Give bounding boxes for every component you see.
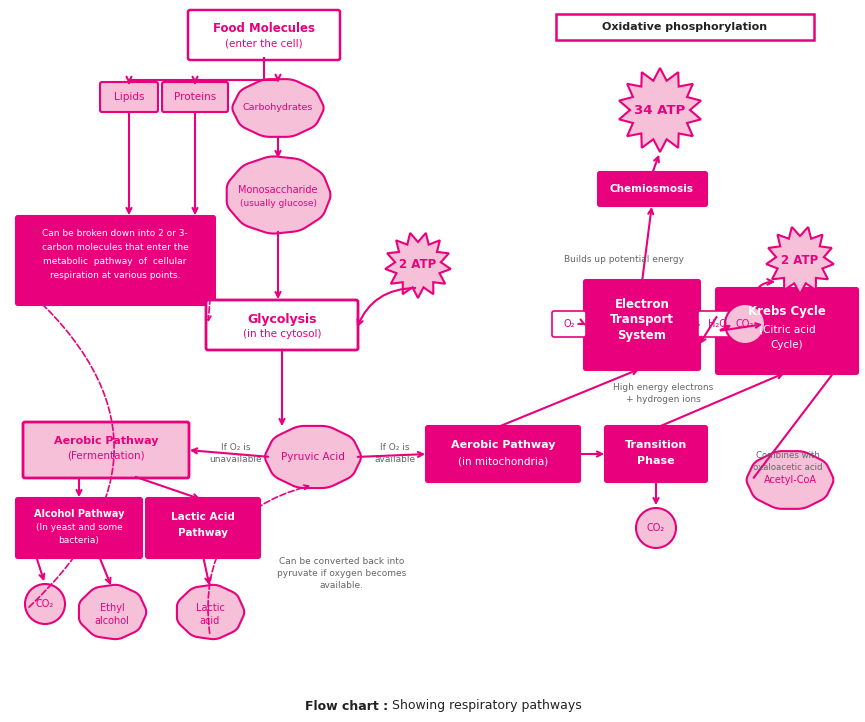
Text: available.: available. [320,581,364,591]
Circle shape [25,584,65,624]
Polygon shape [746,451,833,509]
Text: Food Molecules: Food Molecules [213,22,315,35]
Text: Combines with: Combines with [756,451,820,461]
FancyBboxPatch shape [698,311,736,337]
Text: Monosaccharide: Monosaccharide [238,185,317,195]
FancyBboxPatch shape [16,216,215,305]
Text: metabolic  pathway  of  cellular: metabolic pathway of cellular [43,258,187,266]
Text: If O₂ is: If O₂ is [381,443,410,451]
Text: Flow chart :: Flow chart : [304,700,388,713]
Text: Lactic Acid: Lactic Acid [171,512,235,522]
Text: CO₂: CO₂ [35,599,54,609]
FancyBboxPatch shape [146,498,260,558]
Text: pyruvate if oxygen becomes: pyruvate if oxygen becomes [278,570,407,578]
Text: acid: acid [200,616,220,626]
Text: Oxidative phosphorylation: Oxidative phosphorylation [602,22,767,32]
Text: Krebs Cycle: Krebs Cycle [748,305,826,318]
Text: + hydrogen ions: + hydrogen ions [625,396,701,404]
Polygon shape [385,233,451,298]
Text: Can be broken down into 2 or 3-: Can be broken down into 2 or 3- [42,230,188,238]
Text: (Citric acid: (Citric acid [759,325,816,335]
Text: Chemiosmosis: Chemiosmosis [610,184,694,194]
Text: Phase: Phase [638,456,675,466]
Circle shape [725,304,765,344]
Text: available: available [375,455,415,464]
Text: Builds up potential energy: Builds up potential energy [564,256,684,264]
Text: Electron: Electron [614,297,670,310]
Polygon shape [266,426,361,488]
Text: respiration at various points.: respiration at various points. [50,271,180,281]
Text: Aerobic Pathway: Aerobic Pathway [54,436,158,446]
Text: (usually glucose): (usually glucose) [240,199,317,209]
Text: (in mitochondria): (in mitochondria) [458,456,548,466]
Text: (enter the cell): (enter the cell) [225,39,303,49]
Text: Pyruvic Acid: Pyruvic Acid [281,452,345,462]
Text: oxaloacetic acid: oxaloacetic acid [753,464,823,472]
FancyBboxPatch shape [605,426,707,482]
FancyBboxPatch shape [100,82,158,112]
Text: Proteins: Proteins [174,92,216,102]
FancyBboxPatch shape [584,280,700,370]
Text: Alcohol Pathway: Alcohol Pathway [34,509,125,519]
Circle shape [636,508,676,548]
Text: 34 ATP: 34 ATP [634,103,686,116]
Text: bacteria): bacteria) [59,536,99,544]
Text: Transport: Transport [610,313,674,326]
Text: High energy electrons: High energy electrons [613,383,713,393]
Text: (in the cytosol): (in the cytosol) [243,329,321,339]
Text: (In yeast and some: (In yeast and some [35,523,122,531]
FancyBboxPatch shape [16,498,142,558]
Text: unavailable: unavailable [209,455,262,464]
Text: carbon molecules that enter the: carbon molecules that enter the [42,243,189,253]
FancyBboxPatch shape [552,311,586,337]
FancyBboxPatch shape [716,288,858,374]
Text: If O₂ is: If O₂ is [221,443,251,451]
Text: O₂: O₂ [563,319,574,329]
Text: Aerobic Pathway: Aerobic Pathway [451,440,555,450]
Polygon shape [766,227,834,294]
Text: alcohol: alcohol [94,616,130,626]
Polygon shape [233,79,324,137]
FancyBboxPatch shape [206,300,358,350]
Text: Lactic: Lactic [195,603,224,613]
Text: CO₂: CO₂ [647,523,665,533]
Text: Cycle): Cycle) [771,340,804,350]
Text: Lipids: Lipids [114,92,144,102]
FancyBboxPatch shape [23,422,189,478]
FancyBboxPatch shape [188,10,340,60]
Bar [556,14,814,40]
Text: Transition: Transition [625,440,687,450]
Text: H₂O: H₂O [708,319,727,329]
Text: Glycolysis: Glycolysis [247,313,317,326]
Text: System: System [618,329,666,342]
Polygon shape [227,157,330,233]
Text: Showing respiratory pathways: Showing respiratory pathways [392,700,582,713]
FancyBboxPatch shape [426,426,580,482]
Text: 2 ATP: 2 ATP [400,258,437,271]
Text: Carbohydrates: Carbohydrates [243,103,313,113]
Text: Pathway: Pathway [178,528,228,538]
Text: CO₂: CO₂ [736,319,754,329]
Text: Ethyl: Ethyl [99,603,125,613]
Text: 2 ATP: 2 ATP [781,253,818,266]
FancyBboxPatch shape [162,82,228,112]
FancyBboxPatch shape [598,172,707,206]
Text: (Fermentation): (Fermentation) [67,451,144,461]
Text: Can be converted back into: Can be converted back into [279,557,405,567]
Polygon shape [177,585,244,639]
Polygon shape [619,68,701,152]
Text: Acetyl-CoA: Acetyl-CoA [764,475,817,485]
Polygon shape [79,585,146,639]
